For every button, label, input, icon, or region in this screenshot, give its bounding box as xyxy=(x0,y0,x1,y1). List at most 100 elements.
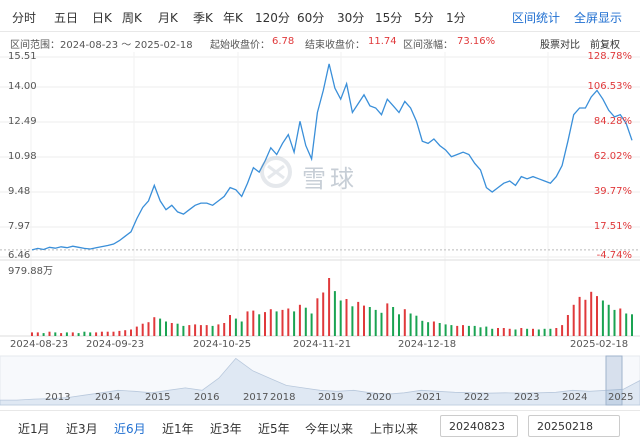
volume-bar xyxy=(619,308,622,336)
date-tick: 2025-02-18 xyxy=(570,339,629,350)
navigator-area xyxy=(0,357,640,406)
volume-bar xyxy=(147,322,150,336)
volume-bar xyxy=(100,331,103,336)
compare-button[interactable]: 股票对比 xyxy=(540,40,580,51)
range-ytd[interactable]: 今年以来 xyxy=(305,422,354,436)
year-tick: 2018 xyxy=(270,392,296,403)
volume-bar xyxy=(328,278,331,336)
adjust-select[interactable]: 前复权 xyxy=(590,40,620,51)
volume-bar xyxy=(304,307,307,336)
tab-month-k[interactable]: 月K xyxy=(158,11,178,25)
range-6m[interactable]: 近6月 xyxy=(114,422,146,436)
volume-bar xyxy=(380,312,383,336)
volume-bar xyxy=(188,325,191,336)
volume-bar xyxy=(159,318,162,336)
range-5y[interactable]: 近5年 xyxy=(258,422,290,436)
volume-bar xyxy=(631,314,633,336)
price-tick: 6.46 xyxy=(8,250,31,261)
date-tick: 2024-10-25 xyxy=(193,339,252,350)
year-tick: 2024 xyxy=(562,392,588,403)
volume-bar xyxy=(281,309,284,336)
year-tick: 2013 xyxy=(45,392,71,403)
end-close-value: 11.74 xyxy=(368,36,397,47)
volume-bar xyxy=(386,303,389,336)
range-3y[interactable]: 近3年 xyxy=(210,422,242,436)
volume-bar xyxy=(450,325,453,336)
tab-fenshi[interactable]: 分时 xyxy=(12,11,37,25)
navigator-selection xyxy=(605,355,623,406)
tab-year-k[interactable]: 年K xyxy=(223,11,243,25)
volume-bar xyxy=(287,308,290,336)
date-from-input[interactable]: 20240823 xyxy=(440,415,518,437)
pct-tick: 128.78% xyxy=(587,51,633,62)
volume-bar xyxy=(432,321,435,336)
volume-bar xyxy=(77,333,80,336)
volume-bar xyxy=(106,331,109,336)
volume-bar xyxy=(421,320,424,336)
start-close-label: 起始收盘价： xyxy=(210,40,270,51)
volume-bar xyxy=(596,296,598,336)
tab-quarter-k[interactable]: 季K xyxy=(193,11,213,25)
tab-30min[interactable]: 30分 xyxy=(337,11,365,25)
tab-1min[interactable]: 1分 xyxy=(446,11,466,25)
volume-bar xyxy=(199,325,202,336)
range-1m[interactable]: 近1月 xyxy=(18,422,50,436)
volume-bar xyxy=(374,309,377,336)
range-stats-link[interactable]: 区间统计 xyxy=(512,11,561,25)
volume-bar xyxy=(316,298,319,336)
volume-bar xyxy=(333,291,336,336)
volume-bar xyxy=(182,325,185,336)
date-tick: 2024-12-18 xyxy=(398,339,457,350)
volume-bar xyxy=(467,325,470,336)
volume-bar xyxy=(508,328,511,336)
year-tick: 2025 xyxy=(608,392,634,403)
year-tick: 2023 xyxy=(514,392,540,403)
volume-bar xyxy=(135,326,138,336)
tab-week-k[interactable]: 周K xyxy=(122,11,142,25)
tab-5min[interactable]: 5分 xyxy=(414,11,434,25)
price-tick: 15.51 xyxy=(8,51,37,62)
tab-15min[interactable]: 15分 xyxy=(375,11,403,25)
volume-bar xyxy=(339,300,342,336)
tab-120min[interactable]: 120分 xyxy=(255,11,290,25)
volume-bar xyxy=(520,328,523,336)
price-tick: 9.48 xyxy=(8,186,31,197)
volume-bar xyxy=(578,296,581,336)
volume-bar xyxy=(36,332,39,336)
price-tick: 10.98 xyxy=(8,151,37,162)
volume-bar xyxy=(590,291,593,336)
volume-bar xyxy=(561,325,564,336)
volume-bar xyxy=(83,331,86,336)
year-tick: 2019 xyxy=(318,392,344,403)
tab-60min[interactable]: 60分 xyxy=(297,11,325,25)
volume-bar xyxy=(71,332,74,336)
pct-tick: -4.74% xyxy=(596,250,632,261)
volume-bar xyxy=(170,323,173,336)
volume-bar xyxy=(31,332,33,336)
volume-max-label: 979.88万 xyxy=(8,266,53,277)
volume-bar xyxy=(48,331,51,336)
range-label: 区间范围：2024-08-23 ～ 2025-02-18 xyxy=(10,40,193,51)
volume-bar xyxy=(357,301,360,336)
volume-bar xyxy=(141,323,144,336)
tab-day-k[interactable]: 日K xyxy=(92,11,112,25)
date-to-input[interactable]: 20250218 xyxy=(528,415,620,437)
price-tick: 12.49 xyxy=(8,116,37,127)
volume-bar xyxy=(252,310,255,336)
volume-bar xyxy=(118,330,121,336)
tab-five-day[interactable]: 五日 xyxy=(54,11,79,25)
range-3m[interactable]: 近3月 xyxy=(66,422,98,436)
volume-bar xyxy=(427,322,430,336)
volume-bar xyxy=(176,323,179,336)
range-1y[interactable]: 近1年 xyxy=(162,422,194,436)
fullscreen-link[interactable]: 全屏显示 xyxy=(574,11,623,25)
volume-bar xyxy=(229,315,231,336)
pct-tick: 17.51% xyxy=(593,221,632,232)
volume-bar xyxy=(60,333,63,336)
range-since-ipo[interactable]: 上市以来 xyxy=(370,422,419,436)
range-toolbar: 近1月 近3月 近6月 近1年 近3年 近5年 今年以来 上市以来 202408… xyxy=(0,410,640,441)
price-tick: 7.97 xyxy=(8,221,31,232)
price-line xyxy=(31,63,633,251)
snowball-logo-icon xyxy=(260,156,292,188)
